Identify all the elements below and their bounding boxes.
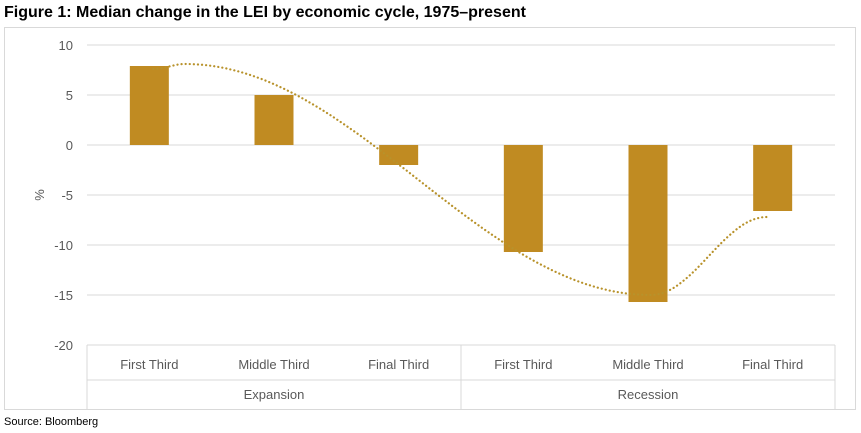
bars — [129, 66, 793, 302]
x-category-label: Final Third — [368, 357, 429, 372]
chart-frame — [4, 27, 856, 410]
y-axis-label: % — [32, 189, 47, 201]
y-tick-label: -20 — [54, 338, 73, 353]
y-tick-label: 0 — [66, 138, 73, 153]
axes: 10 5 0 -5 -10 -15 -20% First Third Middle Third F… — [32, 38, 836, 410]
x-group-label: Recession — [618, 387, 679, 402]
trend-curve — [152, 62, 768, 297]
chart-title: Figure 1: Median change in the LEI by ec… — [4, 4, 526, 21]
trend-line — [152, 62, 768, 297]
y-tick-label: 10 — [59, 38, 73, 53]
y-tick-label: 5 — [66, 88, 73, 103]
bar — [503, 145, 543, 252]
x-category-label: Middle Third — [238, 357, 309, 372]
bar — [628, 145, 668, 302]
y-tick-label: -10 — [54, 238, 73, 253]
y-tick-label: -5 — [61, 188, 73, 203]
x-group-label: Expansion — [244, 387, 305, 402]
bar — [254, 95, 294, 145]
source-note: Source: Bloomberg — [4, 416, 99, 428]
x-category-label: Final Third — [742, 357, 803, 372]
x-category-label: First Third — [494, 357, 552, 372]
gridlines — [87, 44, 835, 346]
bar — [753, 145, 793, 211]
bar — [129, 66, 169, 145]
x-category-label: First Third — [120, 357, 178, 372]
x-category-label: Middle Third — [612, 357, 683, 372]
y-tick-label: -15 — [54, 288, 73, 303]
bar — [379, 145, 419, 165]
